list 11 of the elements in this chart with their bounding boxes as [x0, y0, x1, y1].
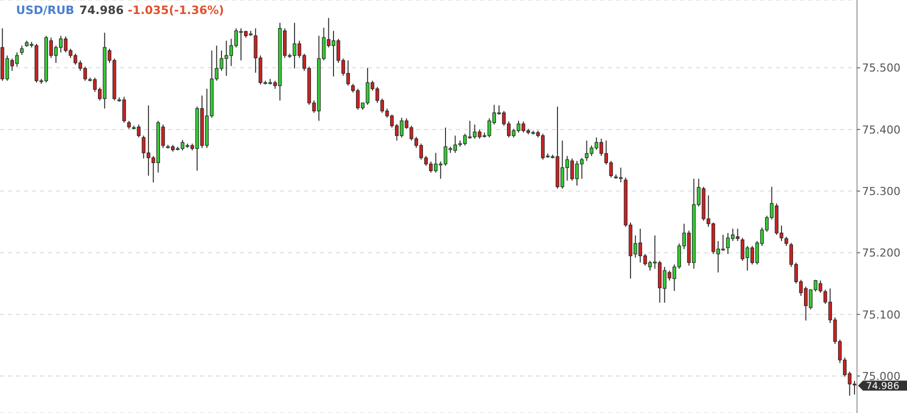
y-tick-label: 75.100	[862, 308, 900, 322]
annotation: -1.035(-1.36%)	[128, 3, 224, 17]
candlestick	[20, 45, 24, 56]
y-tick-label: 75.000	[862, 370, 900, 383]
chart-title: USD/RUB	[16, 3, 74, 17]
y-tick-label: 75.500	[862, 62, 900, 75]
annotation: 74.986	[79, 3, 124, 17]
y-tick-label: 75.300	[862, 184, 900, 198]
y-tick-label: 75.400	[862, 123, 900, 136]
y-tick-label: 75.200	[862, 246, 900, 260]
text: 74.986	[866, 381, 900, 392]
